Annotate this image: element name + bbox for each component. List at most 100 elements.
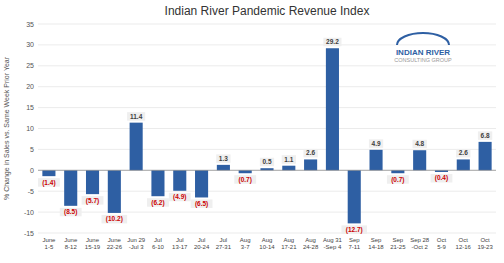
x-tick-line: 13-17 (172, 244, 188, 250)
data-label-bg (147, 198, 169, 207)
bar (326, 48, 339, 170)
data-label: (6.5) (195, 200, 208, 208)
data-label: (0.4) (435, 174, 448, 182)
x-tick-line: Oct (480, 237, 490, 243)
x-tick-line: 19-23 (477, 244, 493, 250)
x-tick-label: Sep 28-Oct 2 (410, 237, 430, 250)
data-label-bg (341, 225, 367, 234)
x-tick-line: 5-9 (437, 244, 446, 250)
x-tick-label: June1-5 (42, 237, 56, 250)
grid-line (38, 233, 496, 234)
data-label: (6.2) (151, 199, 164, 207)
data-label: (1.4) (42, 179, 55, 187)
bar (370, 150, 383, 170)
x-tick-line: Sep 28 (410, 237, 430, 243)
data-label-bg (216, 154, 230, 163)
x-tick-line: Oct (459, 237, 469, 243)
bar (391, 170, 404, 173)
x-tick-label: Aug24-28 (303, 237, 319, 250)
chart: -15-10-505101520253035(1.4)(8.5)(5.7)(10… (0, 0, 504, 263)
x-tick-line: Aug (283, 237, 294, 243)
x-tick-line: 27-31 (216, 244, 232, 250)
x-tick-line: Sep (371, 237, 382, 243)
zero-line (38, 170, 496, 171)
y-tick-label: 0 (30, 167, 34, 174)
grid-line (38, 191, 496, 192)
data-label-bg (191, 199, 213, 208)
data-label-bg (456, 149, 470, 158)
grid-line (38, 24, 496, 25)
x-tick-label: Aug17-21 (281, 237, 297, 250)
x-tick-line: 24-28 (303, 244, 319, 250)
x-tick-label: June15-19 (85, 237, 101, 250)
title: Indian River Pandemic Revenue Index (165, 4, 370, 18)
y-tick-label: 10 (26, 125, 34, 132)
bar (173, 170, 186, 190)
bar (239, 170, 252, 173)
data-label-bg (387, 175, 409, 184)
x-tick-line: Sep (393, 237, 404, 243)
grid (38, 24, 496, 233)
data-labels: (1.4)(8.5)(5.7)(10.2)11.4(6.2)(4.9)(6.5)… (38, 38, 492, 234)
x-tick-label: Jul20-24 (194, 237, 210, 250)
x-tick-line: Jul (198, 237, 206, 243)
data-label: (5.7) (86, 197, 99, 205)
grid-line (38, 65, 496, 66)
data-label-bg (102, 215, 128, 224)
grid-line (38, 212, 496, 213)
x-tick-line: June (86, 237, 100, 243)
bar (195, 170, 208, 197)
logo-arc (397, 33, 449, 45)
grid-line (38, 107, 496, 108)
data-label: (8.5) (64, 208, 77, 216)
grid-line (38, 128, 496, 129)
data-label: 4.9 (372, 140, 381, 147)
x-tick-line: -Jul 3 (129, 244, 144, 250)
data-label-bg (413, 140, 427, 149)
x-tick-label: Sep7-11 (348, 237, 360, 250)
data-label: 2.6 (459, 149, 468, 156)
x-tick-line: Aug (240, 237, 251, 243)
x-tick-line: Aug (262, 237, 273, 243)
y-tick-label: 15 (26, 104, 34, 111)
bar (108, 170, 121, 213)
x-tick-line: -Sep 4 (324, 244, 342, 250)
y-tick-label: 35 (26, 21, 34, 28)
grid-line (38, 86, 496, 87)
data-label: 2.6 (306, 149, 315, 156)
data-label-bg (282, 155, 296, 164)
bar (130, 123, 143, 171)
x-tick-label: Jul27-31 (216, 237, 232, 250)
x-tick-line: June (108, 237, 122, 243)
x-tick-label: June22-26 (107, 237, 123, 250)
logo-text: INDIAN RIVER (396, 48, 450, 57)
x-tick-label: Sep21-25 (390, 237, 406, 250)
x-tick-label: Sep14-18 (368, 237, 384, 250)
grid-line (38, 149, 496, 150)
data-label-bg (82, 196, 104, 205)
data-label-bg (60, 208, 82, 217)
x-tick-label: June8-12 (64, 237, 78, 250)
x-tick-line: 21-25 (390, 244, 406, 250)
grid-line (38, 170, 496, 171)
data-label-bg (260, 158, 274, 167)
x-tick-line: Oct (437, 237, 447, 243)
bars (42, 48, 491, 223)
x-tick-label: Aug 31-Sep 4 (323, 237, 343, 250)
bar (348, 170, 361, 223)
x-tick-line: Jul (220, 237, 228, 243)
data-label: (10.2) (106, 215, 123, 223)
data-label: 6.8 (481, 132, 490, 139)
x-tick-line: 6-10 (152, 244, 165, 250)
bar (217, 165, 230, 170)
bar (42, 170, 55, 176)
x-tick-line: Jul (176, 237, 184, 243)
data-label: (12.7) (346, 226, 363, 234)
bar (64, 170, 77, 206)
data-label-bg (369, 139, 383, 148)
data-label: 11.4 (130, 113, 143, 120)
x-tick-line: Sep (349, 237, 360, 243)
bar (151, 170, 164, 196)
data-label-bg (431, 174, 453, 183)
x-tick-line: Aug 31 (323, 237, 343, 243)
